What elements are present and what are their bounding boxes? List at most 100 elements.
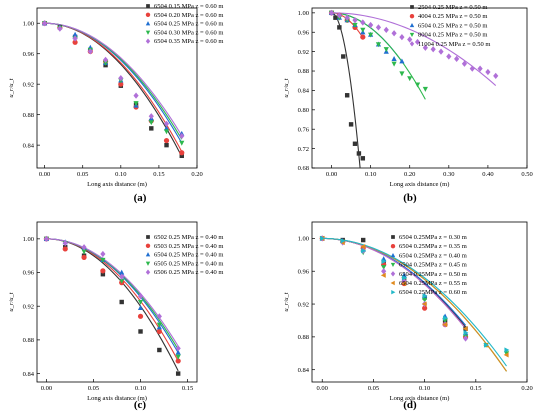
x-tick-label: 0.15 (153, 171, 164, 178)
legend-marker (410, 5, 414, 9)
data-point (380, 272, 386, 278)
data-point (422, 44, 428, 51)
legend-marker (390, 271, 396, 277)
data-point (175, 354, 181, 360)
fit-curve-7 (322, 237, 507, 367)
x-tick-label: 0.30 (443, 171, 454, 178)
data-point (179, 153, 184, 159)
data-point (81, 249, 87, 255)
data-point (483, 342, 489, 348)
y-tick-label: 0.96 (23, 51, 35, 58)
data-point (340, 238, 346, 244)
y-tick-label: 0.80 (298, 107, 309, 114)
data-point (62, 239, 68, 247)
legend-entry: 6504 0.25MPa z = 0.60 m (399, 289, 467, 296)
fit-curve-5 (46, 238, 179, 347)
y-tick-label: 0.92 (298, 49, 309, 56)
data-point (320, 235, 326, 242)
y-tick-label: 1.00 (298, 10, 309, 17)
y-tick-label: 0.76 (298, 126, 310, 133)
legend-entry: 6504 0.30 MPa z = 0.60 m (154, 29, 223, 36)
legend-entry: 6504 0.20 MPa z = 0.60 m (154, 12, 223, 19)
data-point (407, 36, 413, 43)
data-point (137, 292, 144, 300)
y-tick-label: 1.00 (23, 20, 34, 27)
x-axis-label: Long axis distance (m) (87, 181, 147, 188)
data-point (333, 15, 338, 20)
data-point (42, 20, 48, 27)
legend-entry: 6504 0.35 MPa z = 0.60 m (154, 38, 223, 45)
data-point (352, 22, 358, 28)
data-point (341, 54, 346, 59)
data-point (462, 326, 468, 332)
x-tick-label: 0.20 (404, 171, 415, 178)
data-point (337, 25, 342, 30)
data-point (361, 248, 367, 254)
data-point (360, 244, 366, 250)
data-point (163, 137, 170, 144)
x-tick-label: 0.00 (41, 385, 52, 392)
legend-marker (409, 32, 415, 38)
y-tick-label: 0.96 (23, 270, 35, 277)
data-point (137, 305, 144, 310)
data-point (360, 156, 366, 161)
legend-marker (409, 41, 415, 47)
data-point (401, 277, 407, 285)
data-point (133, 101, 139, 107)
x-axis-label: Long axis distance (m) (87, 395, 147, 402)
data-point (399, 58, 405, 64)
data-point (87, 48, 93, 55)
data-point (375, 24, 382, 31)
fit-curve-5 (44, 22, 183, 136)
data-point (100, 257, 106, 263)
legend-entry: 6504 0.25 MPa z = 0.40 m (154, 252, 223, 259)
data-point (344, 93, 350, 98)
x-tick-label: 0.15 (182, 385, 193, 392)
data-point (164, 142, 169, 148)
data-point (375, 42, 382, 48)
plot-frame (36, 7, 198, 169)
data-point (72, 31, 78, 37)
legend-marker (145, 269, 151, 275)
y-axis-label: u_r/u_t (283, 292, 290, 311)
data-point (383, 47, 389, 53)
data-point (422, 305, 428, 311)
x-tick-label: 0.50 (521, 171, 532, 178)
legend-marker (409, 22, 415, 28)
data-point (454, 55, 460, 63)
legend-entry: 6505 0.25 MPa z = 0.40 m (154, 260, 223, 267)
data-point (137, 299, 144, 305)
data-point (485, 68, 491, 76)
data-point (328, 9, 335, 16)
data-point (148, 120, 154, 126)
data-point (399, 71, 405, 77)
data-point (360, 237, 366, 243)
y-tick-label: 0.92 (23, 81, 34, 88)
data-point (81, 254, 87, 260)
data-point (175, 345, 181, 352)
data-point (163, 125, 170, 131)
data-point (137, 313, 144, 319)
data-point (179, 150, 185, 156)
panel-b: 0.00 0.10 0.20 0.30 0.40 0.50 0.68 0.72 0.76 0.80… (283, 4, 533, 204)
data-point (443, 315, 448, 321)
legend-entry: 6504 0.25MPa z = 0.40 m (399, 252, 467, 259)
data-point (422, 86, 428, 92)
data-point (156, 328, 162, 335)
data-point (102, 56, 109, 63)
data-point (163, 120, 170, 127)
legend-entry: 6503 0.25 MPa z = 0.40 m (154, 243, 223, 250)
y-tick-label: 0.96 (298, 268, 310, 275)
data-point (381, 258, 387, 264)
x-axis-label: Long axis distance (m) (390, 395, 450, 402)
x-tick-label: 0.00 (39, 171, 50, 178)
data-point (381, 265, 387, 270)
x-tick-label: 0.10 (365, 171, 376, 178)
legend-entry: 6504 0.15 MPa z = 0.60 m (154, 3, 223, 10)
data-point (407, 76, 413, 82)
legend-entry: 4004 0.25 MPa z = 0.50 m (418, 13, 487, 20)
legend-entry: 6504 0.25MPa z = 0.55 m (399, 280, 467, 287)
legend-marker (145, 252, 151, 257)
data-point (391, 30, 397, 37)
panel-c: 0.00 0.05 0.10 0.15 0.84 0.88 0.92 0.96 1.00 Long… (8, 221, 223, 411)
